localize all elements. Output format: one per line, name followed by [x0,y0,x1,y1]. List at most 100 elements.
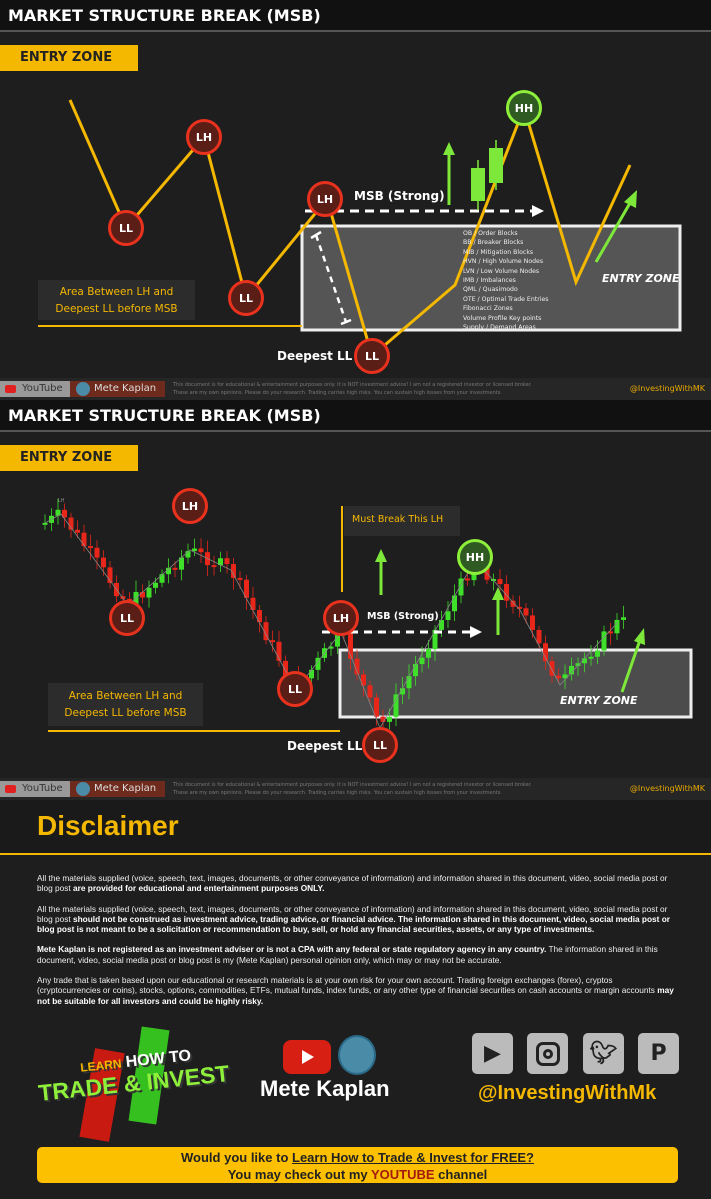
bull-candle [166,567,171,575]
bear-candle [172,567,178,570]
footer-note: This document is for educational & enter… [173,781,573,797]
bear-candle [88,546,93,549]
bull-candle [582,658,587,664]
bull-candle [458,578,464,596]
msb-arrowhead [532,205,544,217]
footer-handle[interactable]: @InvestingWithMK [629,784,705,793]
area-label-box: Area Between LH and Deepest LL before MSB [38,280,195,320]
must-break-label: Must Break This LH [344,506,460,536]
bear-candle [361,674,366,686]
avatar [76,782,90,796]
pivot-lh: LH [307,181,343,217]
bull-candle [159,574,165,583]
bear-candle [276,641,282,661]
panel1-diagram [38,99,682,359]
disclaimer-body: All the materials supplied (voice, speec… [37,873,678,1016]
bear-candle [380,716,386,722]
bear-candle [75,529,80,533]
bear-candle [107,567,113,583]
author-badge[interactable]: Mete Kaplan [70,381,165,397]
footer-handle[interactable]: @InvestingWithMK [629,384,705,393]
bull-candle [133,592,139,608]
bear-candle [354,658,360,675]
bear-candle [244,579,249,598]
bear-candle [198,548,204,553]
area-label-line: Area Between LH and [68,690,183,702]
zone-list-item: BB / Breaker Blocks [463,239,524,247]
bear-candle [523,608,529,616]
zone-list-item: OTE / Optimal Trade Entries [463,295,549,303]
entry-zone-tag-label: ENTRY ZONE [20,50,113,65]
cta-link[interactable]: Learn How to Trade & Invest for FREE? [292,1150,534,1165]
entry-zone-box [300,224,682,332]
area-label-line: Deepest LL before MSB [64,707,187,719]
bull-candle [393,694,399,717]
pivot-ll: LL [277,671,313,707]
bear-candle [608,631,613,634]
bull-candle [562,674,568,679]
bull-candle [471,168,485,201]
bear-candle [94,547,100,558]
bear-candle [263,622,269,641]
bull-candle [621,617,626,620]
zone-list-item: QML / Quasimodo [463,286,518,294]
zone-list-item: IMB / Imbalances [463,277,516,285]
twitter-icon[interactable]: 🐦︎ [583,1033,624,1074]
pivot-ll: LL [228,280,264,316]
zone-list-item: OB / Order Blocks [463,230,518,237]
zone-list-item: MIB / Mitigation Blocks [463,248,534,256]
cta-banner[interactable]: Would you like to Learn How to Trade & I… [37,1147,678,1183]
author-name: Mete Kaplan [94,383,157,394]
area-label-box: Area Between LH and Deepest LL before MSB [48,683,203,726]
bear-candle [250,597,256,611]
msb-label: MSB (Strong) [367,611,439,622]
bear-candle [62,509,67,518]
disclaimer-paragraph: All the materials supplied (voice, speec… [37,903,671,935]
bear-candle [101,557,106,568]
pivot-deepest-ll: LL [362,727,398,763]
bull-candle [146,587,152,598]
zone-list-item: Supply / Demand Areas [463,324,536,332]
disclaimer-paragraph: Any trade that is taken based upon our e… [37,975,674,1006]
entry-zone-box [338,648,693,719]
author-badge[interactable]: Mete Kaplan [70,781,165,797]
bull-candle [179,557,184,570]
pinterest-icon[interactable]: P [638,1033,679,1074]
instagram-icon[interactable] [527,1033,568,1074]
bull-candle [413,664,418,677]
footer-note-line: This document is for educational & enter… [173,382,532,388]
disclaimer-title: Disclaimer [37,810,179,841]
pivot-ll: LL [108,210,144,246]
bull-candle [432,629,438,650]
bear-candle [497,579,503,585]
bull-candle [309,669,314,679]
bull-candle [452,595,457,612]
avatar [338,1035,376,1075]
author-name: Mete Kaplan [94,783,157,794]
pivot-lh: LH [172,488,208,524]
social-handle[interactable]: @InvestingWithMk [478,1082,657,1104]
youtube-badge[interactable]: YouTube [0,381,70,397]
youtube-badge[interactable]: YouTube [0,781,70,797]
pivot-deepest-ll: LL [354,338,390,374]
youtube-link[interactable]: YOUTUBE [370,1167,435,1182]
deepest-ll-label: Deepest LL [287,739,363,753]
pivot-lh: LH [186,119,222,155]
bear-candle [543,643,548,662]
pivot-hh: HH [457,539,493,575]
bull-candle [595,650,600,657]
youtube-icon[interactable]: ▶ [472,1033,513,1074]
bull-candle [55,509,61,516]
youtube-logo-icon[interactable] [283,1040,331,1074]
zone-list-item: HVN / High Volume Nodes [463,258,544,266]
bull-candle [419,657,425,665]
bull-candle [588,656,594,659]
bull-candle [328,646,334,649]
pivot-hh: HH [506,90,542,126]
bear-candle [231,564,236,578]
bear-candle [283,660,288,676]
entry-arrow [594,202,632,263]
bull-candle [335,631,340,647]
bear-candle [348,632,353,659]
bear-candle [81,532,87,547]
